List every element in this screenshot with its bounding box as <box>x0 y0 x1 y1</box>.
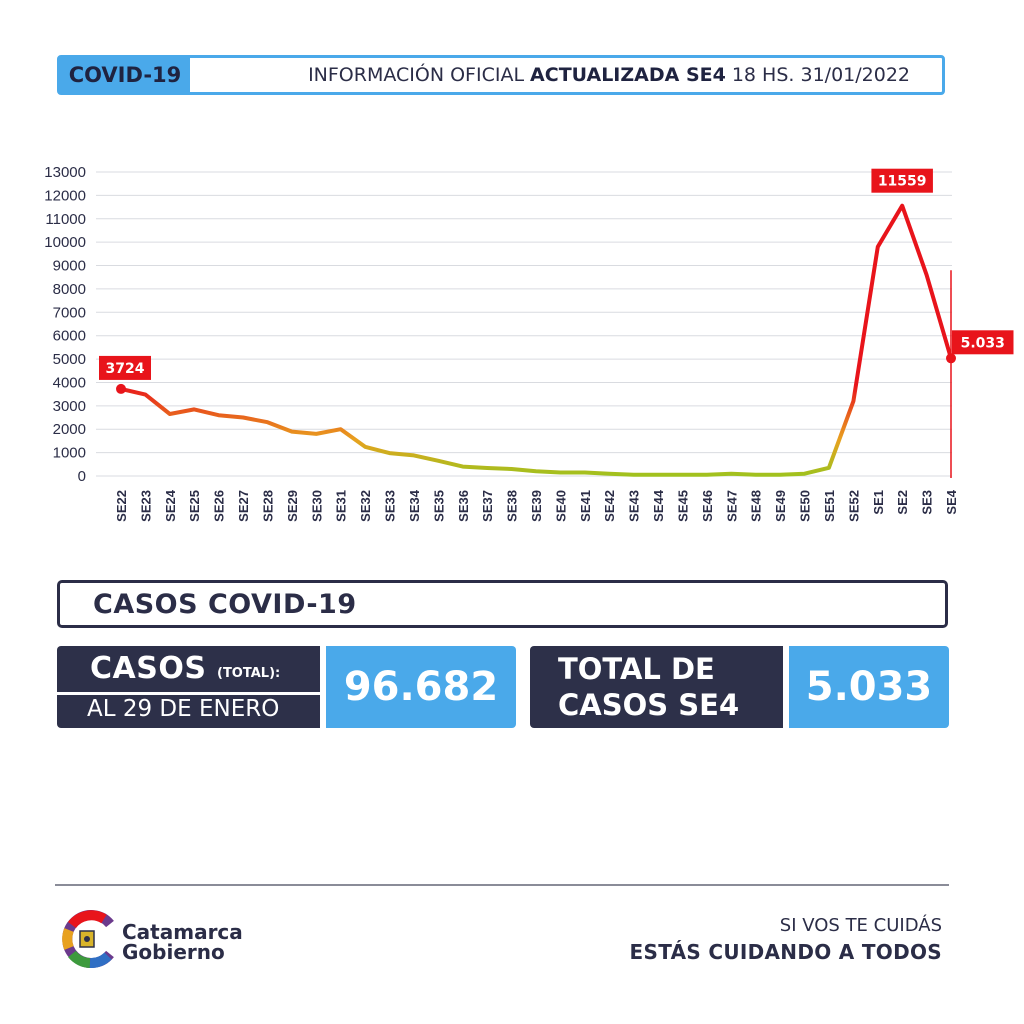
callouts: 3724 11559 5.033 <box>99 168 1014 380</box>
callout-label: 3724 <box>106 361 145 377</box>
x-tick-label: SE52 <box>846 490 861 522</box>
series-line <box>119 203 953 477</box>
stat-divider <box>57 692 320 695</box>
header-bar: COVID-19 INFORMACIÓN OFICIAL ACTUALIZADA… <box>57 55 945 95</box>
callout-box <box>99 355 151 380</box>
x-tick-label: SE39 <box>529 490 544 522</box>
x-tick-label: SE51 <box>822 490 837 522</box>
y-axis: 0 1000 2000 3000 4000 5000 6000 7000 8000 9000 100… <box>44 164 86 485</box>
y-tick-label: 3000 <box>53 398 86 415</box>
x-tick-label: SE2 <box>895 490 910 515</box>
header-badge: COVID-19 <box>60 58 190 92</box>
series-layer <box>116 203 956 478</box>
week-cases-label-line2: CASOS SE4 <box>558 688 740 722</box>
x-tick-label: SE24 <box>163 489 178 522</box>
x-tick-label: SE27 <box>236 490 251 522</box>
total-cases-label-box: CASOS (TOTAL): AL 29 DE ENERO <box>57 646 320 728</box>
x-tick-label: SE48 <box>749 490 764 522</box>
x-tick-label: SE4 <box>944 489 959 514</box>
callout-se4: 5.033 <box>952 330 1014 355</box>
x-tick-label: SE38 <box>505 490 520 522</box>
slogan-line2: ESTÁS CUIDANDO A TODOS <box>629 940 942 964</box>
logo-line1: Catamarca <box>122 920 243 944</box>
slogan: SI VOS TE CUIDÁS ESTÁS CUIDANDO A TODOS <box>630 915 942 964</box>
x-tick-label: SE41 <box>578 490 593 522</box>
x-tick-label: SE31 <box>334 490 349 522</box>
section-title: CASOS COVID-19 <box>93 588 357 620</box>
week-cases-label-line1: TOTAL DE <box>558 652 715 686</box>
x-tick-label: SE34 <box>407 489 422 522</box>
x-tick-label: SE22 <box>114 490 129 522</box>
y-tick-label: 2000 <box>53 421 86 438</box>
total-cases-value: 96.682 <box>326 646 516 728</box>
x-tick-label: SE23 <box>138 490 153 522</box>
x-tick-label: SE50 <box>798 490 813 522</box>
header-info-prefix: INFORMACIÓN OFICIAL <box>308 64 525 86</box>
y-tick-label: 1000 <box>53 445 86 462</box>
callout-se2: 11559 <box>871 168 933 193</box>
catamarca-logo-icon <box>62 910 114 968</box>
callout-box <box>952 330 1014 355</box>
cases-line-chart: 0 1000 2000 3000 4000 5000 6000 7000 8000 9000 100… <box>44 164 1014 522</box>
section-box: CASOS COVID-19 <box>57 580 948 628</box>
x-tick-label: SE29 <box>285 490 300 522</box>
x-tick-label: SE33 <box>383 490 398 522</box>
x-tick-label: SE36 <box>456 490 471 522</box>
y-tick-label: 12000 <box>44 187 86 204</box>
y-tick-label: 6000 <box>53 328 86 345</box>
x-tick-label: SE35 <box>431 490 446 522</box>
total-cases-sublabel: (TOTAL): <box>217 666 281 681</box>
x-tick-label: SE26 <box>212 490 227 522</box>
x-tick-label: SE47 <box>724 490 739 522</box>
x-tick-label: SE44 <box>651 489 666 522</box>
slogan-line1: SI VOS TE CUIDÁS <box>779 915 942 936</box>
total-cases-label: CASOS <box>90 651 207 686</box>
logo-line2: Gobierno <box>122 940 225 964</box>
callout-se22: 3724 <box>99 355 151 380</box>
x-tick-label: SE25 <box>187 490 202 522</box>
y-tick-label: 9000 <box>53 258 86 275</box>
callout-label: 11559 <box>878 174 927 190</box>
logo-text: Catamarca Gobierno <box>122 922 243 962</box>
data-point <box>116 383 126 394</box>
x-tick-label: SE3 <box>920 490 935 515</box>
footer-divider <box>55 884 949 886</box>
y-tick-label: 13000 <box>44 164 86 181</box>
header-info-suffix: 18 HS. 31/01/2022 <box>731 64 910 86</box>
y-tick-label: 0 <box>78 468 86 485</box>
x-tick-label: SE43 <box>627 490 642 522</box>
x-tick-label: SE42 <box>602 490 617 522</box>
x-tick-label: SE1 <box>871 490 886 515</box>
data-point <box>946 353 956 364</box>
y-tick-label: 10000 <box>44 234 86 251</box>
callout-box <box>871 168 933 193</box>
header-info-bold: ACTUALIZADA SE4 <box>530 64 726 86</box>
callout-label: 5.033 <box>961 335 1005 351</box>
x-tick-label: SE40 <box>553 490 568 522</box>
total-cases-date: AL 29 DE ENERO <box>87 696 280 722</box>
y-tick-label: 5000 <box>53 351 86 368</box>
y-tick-label: 4000 <box>53 374 86 391</box>
y-tick-label: 8000 <box>53 281 86 298</box>
x-tick-label: SE28 <box>260 490 275 522</box>
x-tick-label: SE49 <box>773 490 788 522</box>
header-info: INFORMACIÓN OFICIAL ACTUALIZADA SE4 18 H… <box>308 58 910 92</box>
x-tick-label: SE37 <box>480 490 495 522</box>
x-tick-label: SE32 <box>358 490 373 522</box>
y-tick-label: 7000 <box>53 304 86 321</box>
x-tick-label: SE45 <box>675 490 690 522</box>
week-cases-label-box: TOTAL DE CASOS SE4 <box>530 646 783 728</box>
y-tick-label: 11000 <box>45 211 86 228</box>
x-tick-label: SE46 <box>700 490 715 522</box>
week-cases-label: TOTAL DE CASOS SE4 <box>558 651 739 723</box>
x-axis: SE22 SE23 SE24 SE25 SE26 SE27 SE28 SE29 SE30 SE31… <box>114 489 959 522</box>
week-cases-value: 5.033 <box>789 646 949 728</box>
chart-grid <box>96 171 952 477</box>
x-tick-label: SE30 <box>309 490 324 522</box>
